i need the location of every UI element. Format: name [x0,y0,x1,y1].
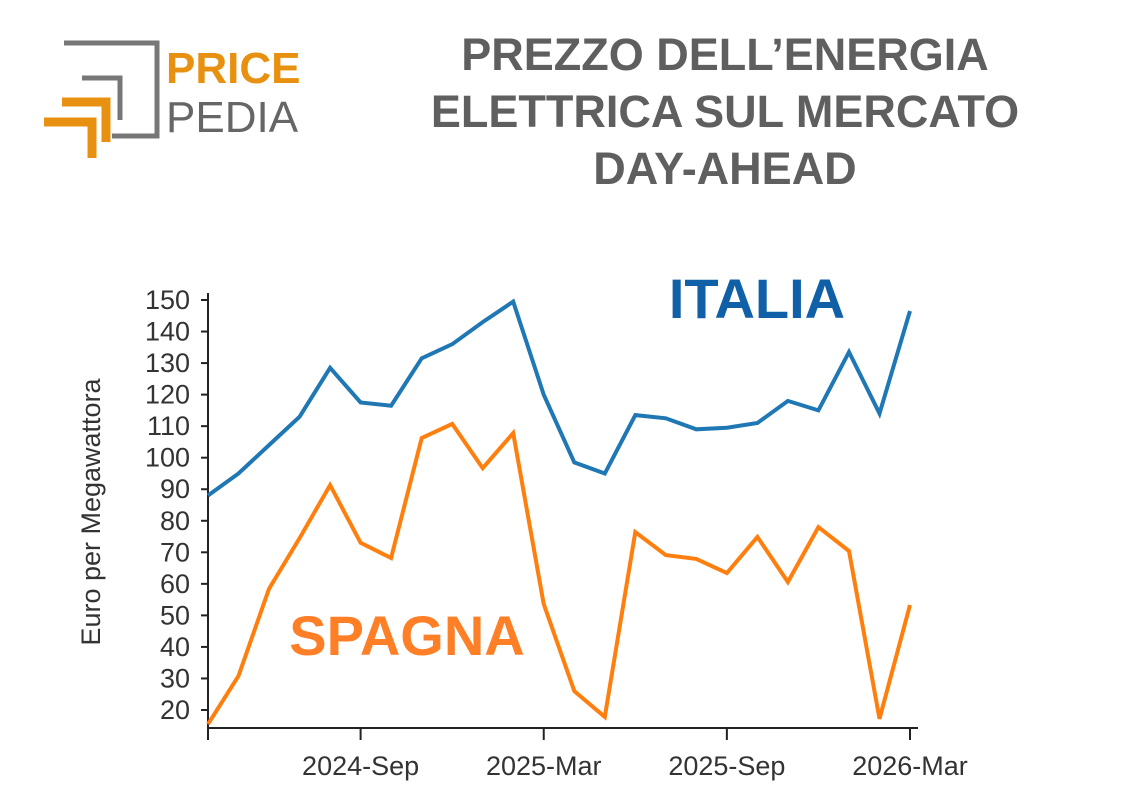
x-tick-label: 2026-Mar [852,751,968,781]
x-tick-label: 2025-Mar [486,751,602,781]
y-tick-label: 120 [145,380,190,410]
series-label-spagna: SPAGNA [289,604,524,667]
y-tick-label: 20 [160,695,190,725]
series-group [206,298,912,726]
y-tick-label: 60 [160,569,190,599]
title-line-2: ELETTRICA SUL MERCATO [430,86,1020,137]
x-tick-label: 2025-Sep [668,751,785,781]
x-tick-label: 2024-Sep [302,751,419,781]
y-axis-label: Euro per Megawattora [76,377,106,645]
y-tick-label: 110 [147,411,190,441]
y-tick-label: 90 [160,474,190,504]
logo-mark-icon: PRICE PEDIA [44,40,300,158]
title-line-1: PREZZO DELL’ENERGIA [461,29,989,80]
series-line-spagna [206,421,912,726]
y-tick-label: 150 [145,285,190,315]
x-axis: 2024-Sep 2025-Mar 2025-Sep 2026-Mar [207,727,968,781]
series-label-italia: ITALIA [669,267,845,330]
y-tick-label: 100 [145,443,190,473]
logo-text-pedia: PEDIA [166,93,299,142]
pricepedia-logo: PRICE PEDIA [40,38,310,163]
y-tick-label: 70 [160,537,190,567]
y-tick-label: 140 [145,317,190,347]
y-tick-label: 50 [160,600,190,630]
chart-title: PREZZO DELL’ENERGIA ELETTRICA SUL MERCAT… [380,26,1070,197]
title-line-3: DAY-AHEAD [593,143,857,194]
y-tick-label: 80 [160,506,190,536]
y-tick-label: 40 [160,632,190,662]
y-tick-label: 130 [145,348,190,378]
y-tick-label: 30 [160,663,190,693]
logo-text-price: PRICE [166,44,300,93]
series-line-italia [206,298,912,498]
